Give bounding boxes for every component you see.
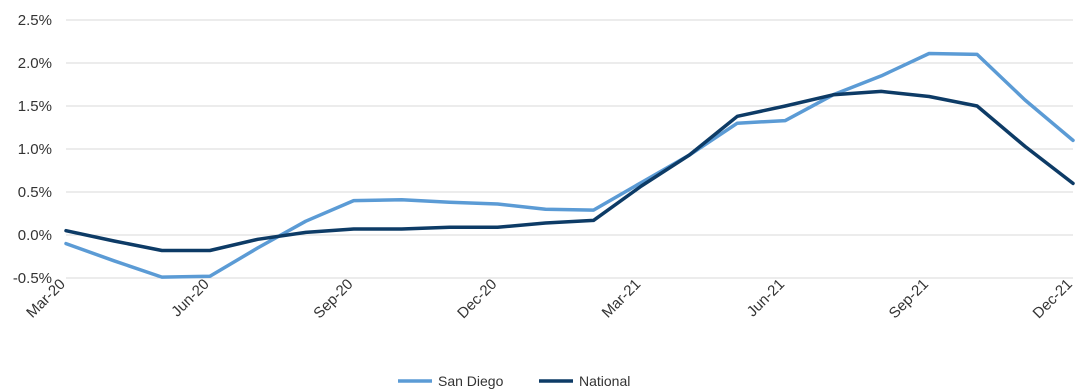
y-tick-label: -0.5%: [13, 270, 52, 287]
series-lines: [64, 51, 1075, 279]
y-tick-label: 0.5%: [18, 184, 52, 201]
grid-lines: [66, 19, 1073, 279]
series-line-national: [64, 89, 1075, 253]
x-axis: Mar-20 Jun-20 Sep-20 Dec-20 Mar-21 Jun-21 Sep-…: [23, 276, 1076, 322]
x-tick-label: Jun-20: [168, 276, 212, 320]
x-tick-label: Dec-21: [1030, 276, 1076, 322]
series-line-san-diego: [64, 51, 1075, 279]
y-tick-label: 2.5%: [18, 12, 52, 29]
legend-label: National: [579, 373, 630, 389]
x-tick-label: Sep-21: [886, 276, 932, 322]
x-tick-label: Dec-20: [454, 276, 500, 322]
legend: San Diego National: [398, 373, 630, 389]
y-tick-label: 1.0%: [18, 141, 52, 158]
y-tick-label: 1.5%: [18, 98, 52, 115]
x-tick-label: Sep-20: [310, 276, 356, 322]
x-tick-label: Jun-21: [744, 276, 788, 320]
y-tick-label: 2.0%: [18, 55, 52, 72]
y-tick-label: 0.0%: [18, 227, 52, 244]
y-axis: -0.5% 0.0% 0.5% 1.0% 1.5% 2.0% 2.5%: [13, 12, 52, 287]
legend-label: San Diego: [438, 373, 504, 389]
x-tick-label: Mar-21: [599, 276, 645, 322]
